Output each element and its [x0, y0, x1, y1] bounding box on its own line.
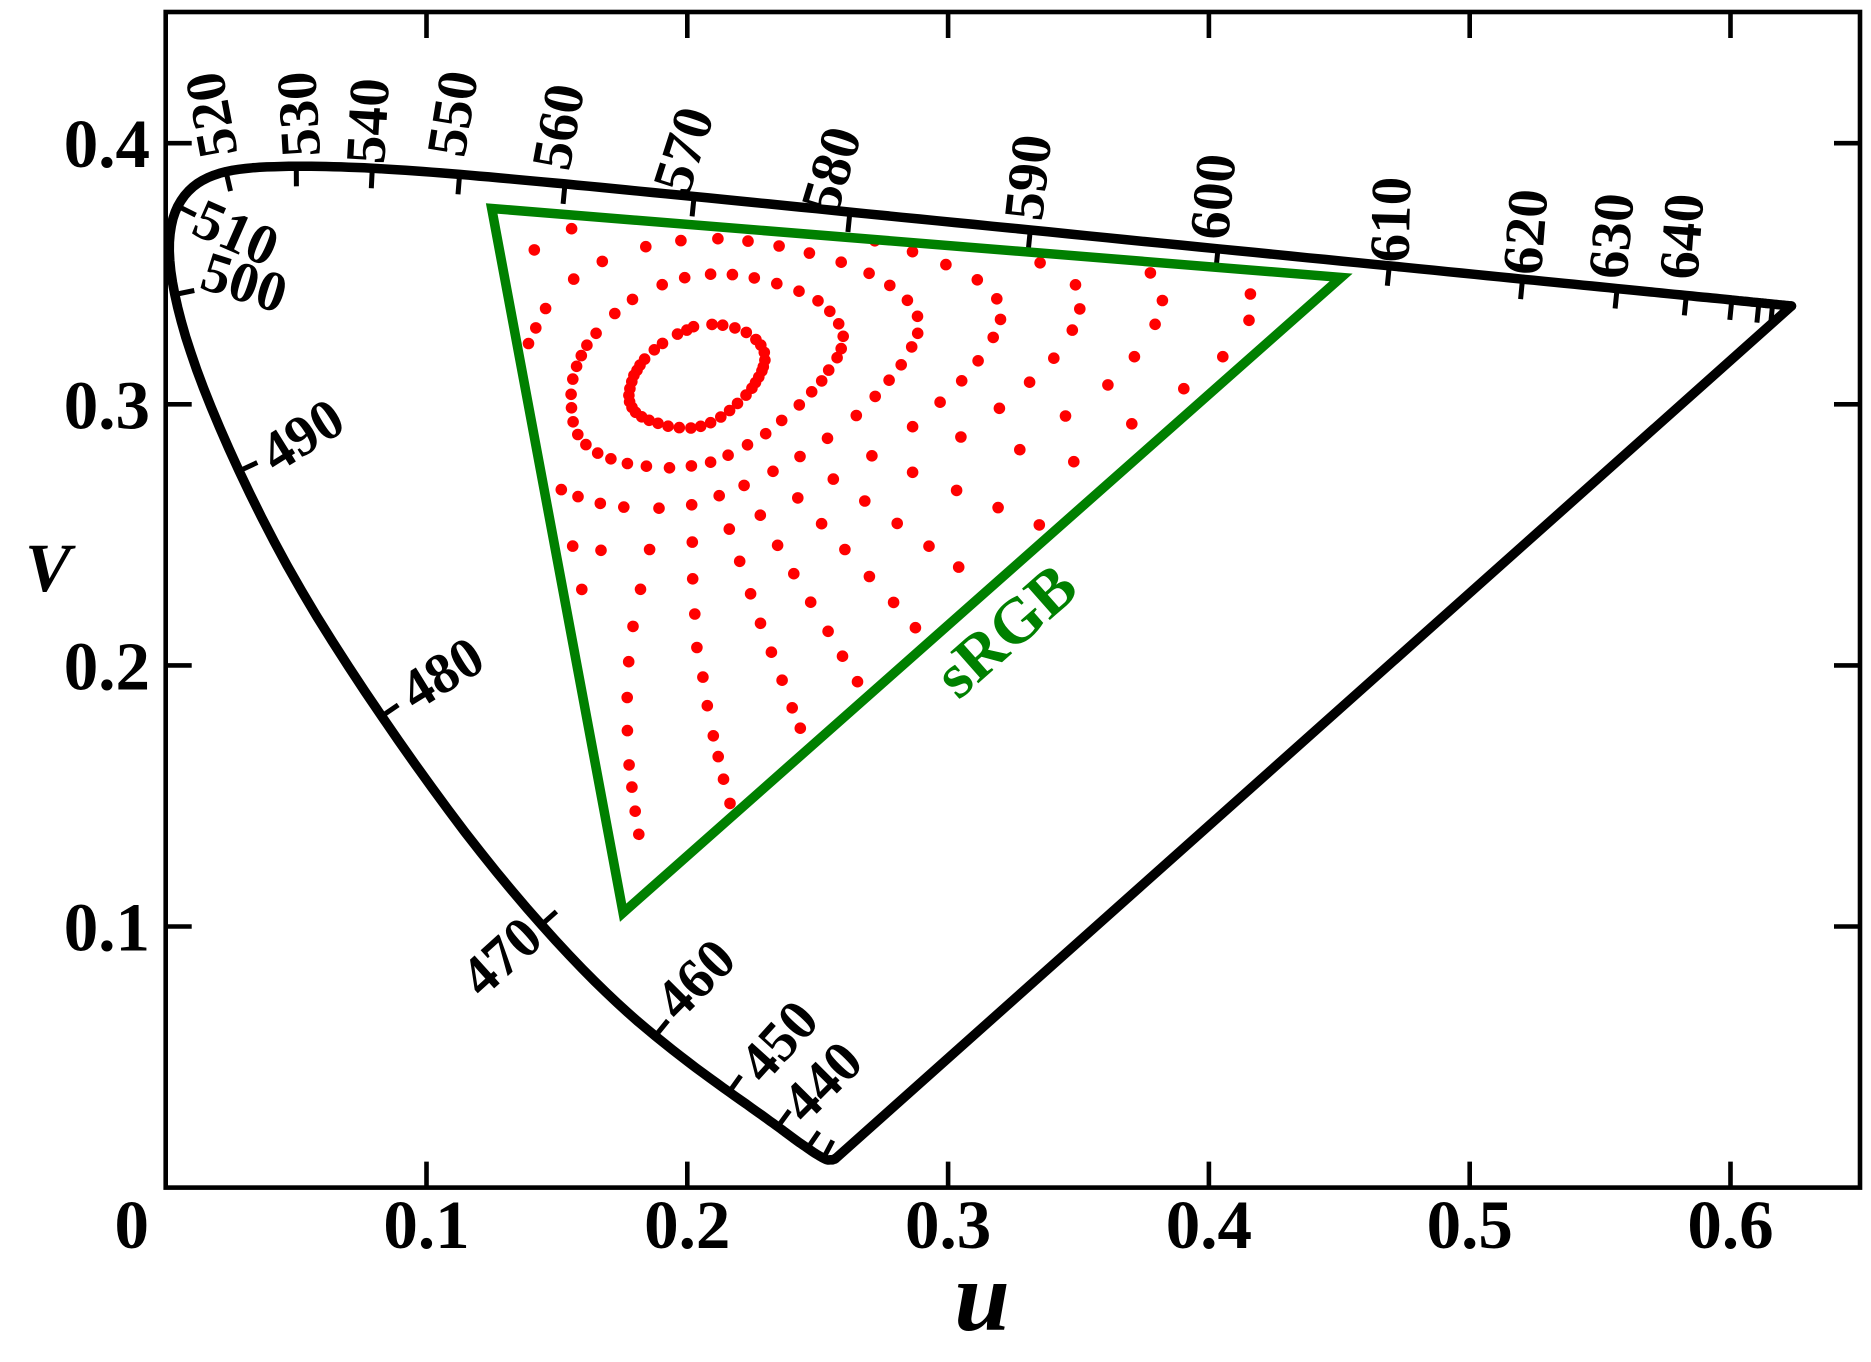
svg-text:0.4: 0.4	[1166, 1187, 1252, 1263]
svg-text:0: 0	[115, 1187, 150, 1263]
svg-text:0.2: 0.2	[64, 628, 150, 704]
svg-text:530: 530	[265, 70, 333, 159]
svg-text:550: 550	[415, 66, 491, 161]
svg-text:560: 560	[520, 79, 598, 175]
svg-text:600: 600	[1178, 151, 1248, 242]
svg-text:590: 590	[992, 132, 1064, 224]
svg-text:0.3: 0.3	[64, 367, 150, 443]
svg-text:630: 630	[1577, 191, 1647, 281]
svg-text:0.6: 0.6	[1687, 1187, 1773, 1263]
svg-text:V: V	[25, 530, 76, 606]
svg-text:640: 640	[1647, 192, 1716, 282]
svg-text:0.1: 0.1	[64, 890, 150, 966]
svg-text:u: u	[954, 1241, 1010, 1352]
svg-text:610: 610	[1358, 176, 1423, 263]
svg-text:0.4: 0.4	[64, 106, 150, 182]
svg-text:0.3: 0.3	[905, 1187, 991, 1263]
svg-text:620: 620	[1491, 187, 1561, 277]
svg-text:540: 540	[334, 77, 402, 166]
svg-text:520: 520	[173, 67, 251, 163]
svg-text:0.5: 0.5	[1427, 1187, 1513, 1263]
svg-text:0.2: 0.2	[644, 1187, 730, 1263]
svg-text:0.1: 0.1	[383, 1187, 469, 1263]
